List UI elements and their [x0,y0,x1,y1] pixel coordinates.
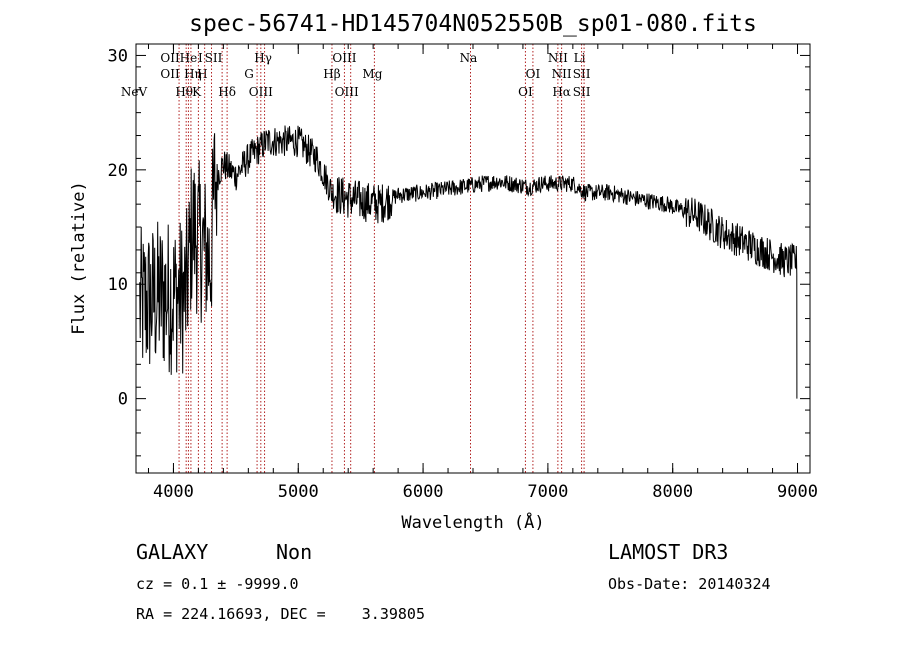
spectral-line-label: Hγ [254,51,272,65]
spectral-line-label: Hδ [218,85,236,99]
object-class: GALAXY [136,540,208,564]
spectral-line-label: OII [160,51,180,65]
y-tick-label: 20 [108,161,128,181]
y-axis-label: Flux (relative) [69,181,89,335]
x-tick-label: 7000 [527,482,568,502]
spectral-line-label: NII [552,67,572,81]
y-tick-label: 10 [108,275,128,295]
spectral-line-label: G [244,67,254,81]
survey-name: LAMOST DR3 [608,540,728,564]
spectral-line-label: Li [574,51,586,65]
spectral-line-label: OI [518,85,533,99]
spectral-line-label: OIII [335,85,359,99]
spectral-line-label: He [180,51,198,65]
spectral-line-label: SII [573,85,591,99]
spectral-line-label: Hθ [175,85,193,99]
spectrum-series-line [139,125,798,399]
spectral-line-label: SII [573,67,591,81]
spectral-line-label: K [192,85,202,99]
spectral-line-label: I [198,51,203,65]
spectral-line-label: H [197,67,207,81]
x-tick-label: 4000 [153,482,194,502]
x-axis-label: Wavelength (Å) [401,511,544,533]
x-tick-label: 8000 [652,482,693,502]
axes: 4000 5000 6000 7000 8000 9000 0 10 20 30 [108,44,818,502]
object-subclass: Non [276,540,312,564]
coordinates: RA = 224.16693, DEC = 3.39805 [136,605,425,623]
spectral-line-label: OII [160,67,180,81]
spectral-line-label: OI [526,67,541,81]
x-tick-label: 9000 [777,482,818,502]
x-tick-label: 6000 [403,482,444,502]
y-tick-label: 30 [108,46,128,66]
spectral-line-label: Na [460,51,478,65]
spectral-line-label: Hη [184,67,202,81]
redshift-value: cz = 0.1 ± -9999.0 [136,575,299,593]
spectral-line-label: Hβ [323,67,340,81]
spectral-line-label: Mg [362,67,382,81]
spectral-line-label: OIII [249,85,273,99]
spectral-line-label: NII [548,51,568,65]
y-tick-label: 0 [118,390,128,410]
x-tick-label: 5000 [278,482,319,502]
spectral-line-label: OIII [332,51,356,65]
chart-title: spec-56741-HD145704N052550B_sp01-080.fit… [189,11,757,37]
plot-frame [135,43,811,474]
observation-date: Obs-Date: 20140324 [608,575,771,593]
spectral-line-label: NeV [121,85,148,99]
spectral-line-label: SII [205,51,223,65]
spectral-line-label: Hα [552,85,571,99]
